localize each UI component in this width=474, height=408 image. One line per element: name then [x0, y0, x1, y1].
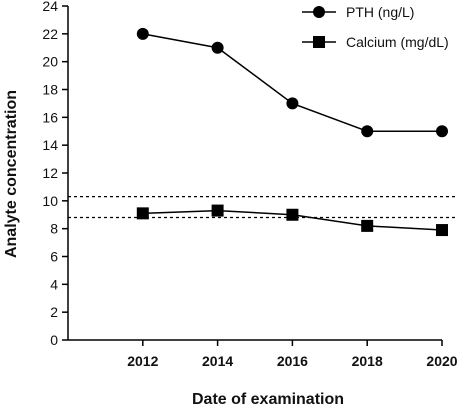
y-tick-label: 14 [42, 137, 58, 153]
data-point-square [286, 208, 299, 221]
data-point-square [211, 204, 224, 217]
legend: PTH (ng/L) Calcium (mg/dL) [302, 4, 449, 50]
y-tick-label: 12 [42, 165, 58, 181]
data-point-square [361, 219, 374, 232]
data-point-circle [211, 41, 224, 54]
data-point-square [136, 207, 149, 220]
y-tick-label: 24 [42, 0, 58, 14]
legend-marker-square [313, 36, 325, 48]
y-axis-title: Analyte concentration [3, 90, 20, 258]
data-point-circle [361, 125, 374, 138]
x-tick-label: 2014 [202, 353, 233, 369]
legend-label: PTH (ng/L) [346, 4, 414, 20]
series-group [136, 27, 448, 237]
data-point-circle [436, 125, 448, 138]
data-point-circle [136, 27, 149, 40]
x-tick-label: 2018 [352, 353, 383, 369]
y-tick-label: 6 [50, 249, 58, 265]
data-point-square [436, 224, 448, 237]
x-tick-label: 2016 [277, 353, 308, 369]
y-tick-label: 2 [50, 304, 58, 320]
y-tick-label: 0 [50, 332, 58, 348]
y-tick-label: 20 [42, 54, 58, 70]
reference-lines [68, 196, 458, 219]
legend-label: Calcium (mg/dL) [346, 34, 449, 50]
data-point-circle [286, 97, 299, 110]
x-tick-label: 2020 [426, 353, 457, 369]
legend-marker-circle [313, 6, 325, 18]
x-tick-label: 2012 [127, 353, 158, 369]
y-tick-label: 4 [50, 276, 58, 292]
x-axis-title: Date of examination [192, 391, 344, 408]
y-tick-label: 16 [42, 109, 58, 125]
y-tick-label: 18 [42, 82, 58, 98]
y-tick-label: 22 [42, 26, 58, 42]
y-tick-label: 8 [50, 221, 58, 237]
y-tick-label: 10 [42, 193, 58, 209]
